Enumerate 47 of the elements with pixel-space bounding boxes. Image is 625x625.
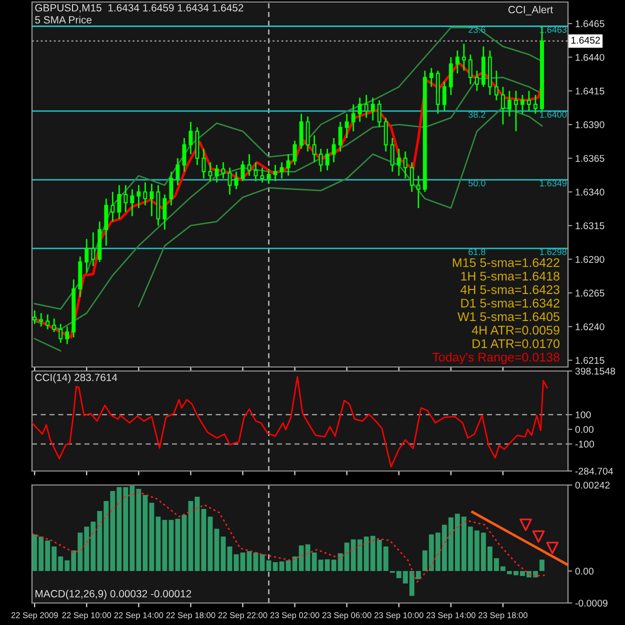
y-tick-label: 1.6290 (576, 256, 604, 263)
annotation: Today's Range=0.0138 (432, 352, 560, 364)
y-tick-label: 1.6415 (576, 88, 604, 95)
y-tick-label: 1.6340 (576, 188, 604, 196)
y-tick-label: -284.704 (575, 468, 614, 475)
y-tick-label: -0.0009 (575, 600, 608, 607)
x-tick-label: 23 Sep 02:00 (270, 612, 320, 620)
x-tick-label: 22 Sep 10:00 (62, 612, 112, 620)
text: MACD(12,26,9) 0.00032 -0.00012 (36, 590, 192, 600)
annotation: CCI_Alert (508, 6, 553, 16)
annotation: 38.2 (468, 111, 486, 118)
annotation: 61.8 (468, 248, 486, 256)
annotation: D1 5-sma=1.6342 (461, 298, 560, 308)
ref-line-label: 1.6452 (571, 36, 600, 44)
x-tick-label: 23 Sep 10:00 (374, 612, 424, 620)
x-tick-label: 23 Sep 14:00 (426, 612, 476, 620)
y-tick-label: 1.6365 (576, 154, 604, 162)
annotation: M15 5-sma=1.6422 (452, 258, 560, 268)
annotation: 4H ATR=0.0059 (472, 326, 560, 335)
annotation: 1H 5-sma=1.6418 (461, 272, 560, 281)
y-tick-label: 1.6215 (576, 357, 604, 364)
y-tick-label: 1.6315 (576, 222, 604, 230)
y-tick-label: 1.6465 (576, 20, 604, 28)
y-tick-label: 1.6240 (576, 323, 604, 330)
x-tick-label: 22 Sep 18:00 (166, 612, 216, 620)
y-tick-label: 100 (576, 411, 591, 418)
y-tick-label: -100 (575, 440, 594, 448)
x-tick-label: 22 Sep 2009 (11, 612, 58, 620)
annotation: 4H 5-sma=1.6423 (460, 285, 560, 294)
x-tick-label: 22 Sep 22:00 (218, 612, 268, 620)
y-tick-label: 1.6440 (576, 54, 604, 61)
annotation: W1 5-sma=1.6405 (458, 312, 560, 322)
x-tick-label: 22 Sep 14:00 (114, 612, 164, 620)
ref-line-label: 1.6298 (540, 248, 567, 256)
text: 5 SMA Price (35, 16, 92, 24)
y-tick-label: 0.00 (575, 426, 594, 433)
x-tick-label: 23 Sep 18:00 (478, 612, 528, 620)
y-tick-label: 0.00242 (575, 482, 610, 489)
chart-title: GBPUSD,M15 1.6434 1.6459 1.6434 1.6452 (35, 4, 244, 13)
chart-title: CCI(14) 283.7614 (35, 374, 118, 384)
y-tick-label: 0.00 (575, 568, 594, 575)
y-tick-label: 1.6265 (576, 290, 604, 297)
y-tick-label: 398.1548 (575, 368, 616, 375)
ref-line-label: 1.6400 (540, 111, 567, 118)
annotation: D1 ATR=0.0170 (472, 339, 560, 348)
x-tick-label: 23 Sep 06:00 (322, 612, 372, 620)
y-tick-label: 1.6390 (576, 121, 604, 128)
